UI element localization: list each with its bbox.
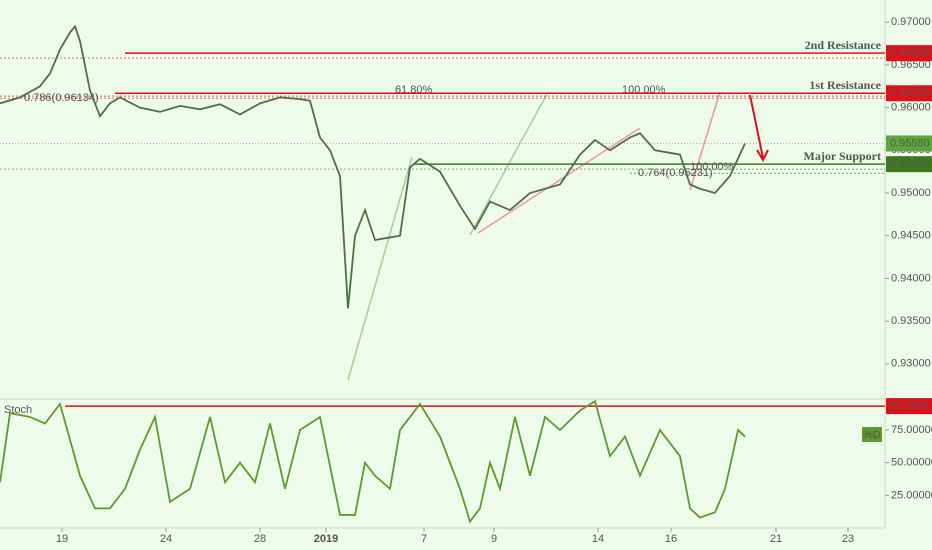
level-price: 0.96168 [890,87,930,99]
level-name: 1st Resistance [809,78,881,92]
x-tick-label: 21 [770,533,782,545]
x-tick-label: 16 [665,533,677,545]
y-tick-label: 0.96500 [891,59,931,71]
x-tick-label: 24 [160,533,172,545]
legend-box [862,427,882,442]
x-tick-label: 23 [842,533,854,545]
y-tick-label: 50.00000 [891,457,932,469]
level-price-box [886,45,932,62]
annotation: 100.00% [690,161,734,173]
level-price: 0.96638 [890,47,930,59]
x-tick-label: 7 [421,533,427,545]
y-tick-label: 25.00000 [891,489,932,501]
last-price-label: 0.95580 [890,137,930,149]
x-tick-label: 14 [592,533,604,545]
drawings [347,91,769,381]
annotation: 61.80% [395,84,433,96]
y-tick-label: 0.95000 [891,187,931,199]
x-tick-label: 28 [254,533,266,545]
last-price-box [886,135,932,152]
y-tick-label: 0.93000 [891,358,931,370]
stoch-level-label: 93.3254 [889,400,929,412]
x-tick-label: 9 [491,533,497,545]
stoch-level-box [886,398,932,415]
y-tick-label: 0.93500 [891,315,931,327]
series-line [0,24,746,309]
level-name: Major Support [804,149,881,163]
x-tick-label: 2019 [314,533,338,545]
y-tick-label: 0.94000 [891,272,931,284]
x-tick-label: 19 [56,533,68,545]
level-name: 2nd Resistance [805,38,882,52]
y-tick-label: 0.97000 [891,16,931,28]
annotation: 100.00% [622,84,666,96]
legend-label: %D [863,429,881,441]
y-tick-label: 0.96000 [891,102,931,114]
series-line [0,399,746,524]
fib-label: 0.764(0.95231) [638,167,713,179]
y-tick-label: 75.00000 [891,424,932,436]
level-price: 0.95338 [890,158,930,170]
level-price-box [886,85,932,102]
level-price-box [886,156,932,173]
y-tick-label: 0.94500 [891,230,931,242]
